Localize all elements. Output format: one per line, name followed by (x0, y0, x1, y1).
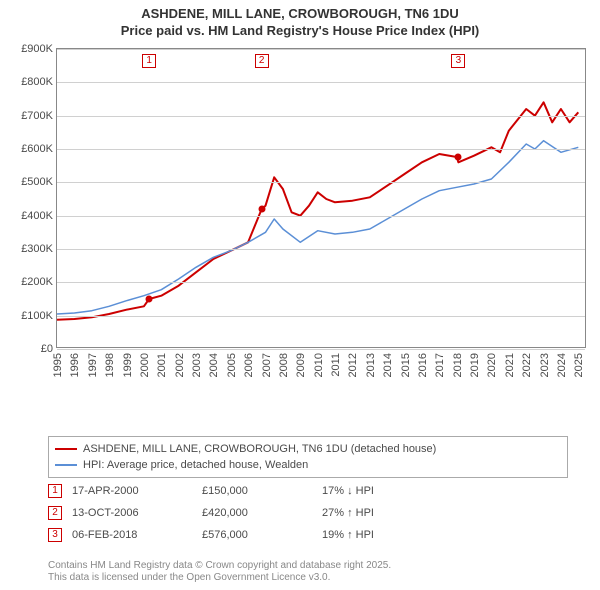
sale-price: £150,000 (202, 485, 312, 497)
sale-dot-3 (455, 154, 462, 161)
ytick-label: £300K (21, 243, 53, 255)
sale-date: 13-OCT-2006 (72, 507, 192, 519)
xtick-label: 2011 (330, 353, 342, 377)
xtick-label: 2021 (504, 353, 516, 377)
ytick-label: £600K (21, 143, 53, 155)
sale-table: 1 17-APR-2000 £150,000 17% ↓ HPI 2 13-OCT-200… (48, 480, 568, 546)
xtick-label: 2003 (191, 353, 203, 377)
xtick-label: 2020 (486, 353, 498, 377)
xtick-label: 2015 (400, 353, 412, 377)
xtick-label: 2006 (243, 353, 255, 377)
footer-attribution: Contains HM Land Registry data © Crown c… (48, 560, 568, 584)
xtick-label: 2008 (278, 353, 290, 377)
xtick-label: 2018 (452, 353, 464, 377)
xtick-label: 1995 (52, 353, 64, 377)
legend-label: ASHDENE, MILL LANE, CROWBOROUGH, TN6 1DU… (83, 443, 436, 455)
xtick-label: 2007 (261, 353, 273, 377)
sale-marker-1: 1 (142, 54, 156, 68)
ytick-label: £500K (21, 176, 53, 188)
ytick-label: £200K (21, 276, 53, 288)
legend-swatch (55, 464, 77, 466)
sale-price: £420,000 (202, 507, 312, 519)
ytick-label: £400K (21, 210, 53, 222)
xtick-label: 2013 (365, 353, 377, 377)
legend-label: HPI: Average price, detached house, Weal… (83, 459, 308, 471)
legend-row: HPI: Average price, detached house, Weal… (55, 457, 561, 473)
xtick-label: 1998 (104, 353, 116, 377)
sale-marker-2: 2 (255, 54, 269, 68)
xtick-label: 2005 (226, 353, 238, 377)
ytick-label: £700K (21, 110, 53, 122)
gridline-y (57, 149, 585, 150)
legend: ASHDENE, MILL LANE, CROWBOROUGH, TN6 1DU… (48, 436, 568, 478)
gridline-y (57, 249, 585, 250)
title-line-2: Price paid vs. HM Land Registry's House … (0, 23, 600, 40)
xtick-label: 1999 (122, 353, 134, 377)
gridline-y (57, 282, 585, 283)
series-price_paid (57, 102, 578, 319)
xtick-label: 2024 (556, 353, 568, 377)
sale-date: 06-FEB-2018 (72, 529, 192, 541)
xtick-label: 2000 (139, 353, 151, 377)
xtick-label: 2025 (573, 353, 585, 377)
sale-row: 2 13-OCT-2006 £420,000 27% ↑ HPI (48, 502, 568, 524)
footer-line-2: This data is licensed under the Open Gov… (48, 572, 568, 584)
gridline-y (57, 49, 585, 50)
gridline-y (57, 316, 585, 317)
xtick-label: 1997 (87, 353, 99, 377)
sale-row: 1 17-APR-2000 £150,000 17% ↓ HPI (48, 480, 568, 502)
plot-area: £0£100K£200K£300K£400K£500K£600K£700K£80… (56, 48, 586, 348)
footer-line-1: Contains HM Land Registry data © Crown c… (48, 560, 568, 572)
sale-delta-hpi: 19% ↑ HPI (322, 529, 568, 541)
xtick-label: 2016 (417, 353, 429, 377)
sale-dot-2 (258, 206, 265, 213)
xtick-label: 2022 (521, 353, 533, 377)
legend-row: ASHDENE, MILL LANE, CROWBOROUGH, TN6 1DU… (55, 441, 561, 457)
gridline-y (57, 349, 585, 350)
chart-area: £0£100K£200K£300K£400K£500K£600K£700K£80… (10, 48, 590, 388)
sale-date: 17-APR-2000 (72, 485, 192, 497)
xtick-label: 1996 (69, 353, 81, 377)
xtick-label: 2001 (156, 353, 168, 377)
ytick-label: £900K (21, 43, 53, 55)
legend-swatch (55, 448, 77, 451)
xtick-label: 2023 (539, 353, 551, 377)
xtick-label: 2002 (174, 353, 186, 377)
sale-marker-3: 3 (451, 54, 465, 68)
xtick-label: 2014 (382, 353, 394, 377)
sale-delta-hpi: 17% ↓ HPI (322, 485, 568, 497)
chart-title: ASHDENE, MILL LANE, CROWBOROUGH, TN6 1DU… (0, 0, 600, 40)
series-hpi (57, 141, 578, 314)
gridline-y (57, 182, 585, 183)
sale-row: 3 06-FEB-2018 £576,000 19% ↑ HPI (48, 524, 568, 546)
xtick-label: 2019 (469, 353, 481, 377)
sale-delta-hpi: 27% ↑ HPI (322, 507, 568, 519)
title-line-1: ASHDENE, MILL LANE, CROWBOROUGH, TN6 1DU (0, 6, 600, 23)
gridline-y (57, 216, 585, 217)
gridline-y (57, 82, 585, 83)
sale-row-marker: 3 (48, 528, 62, 542)
xtick-label: 2009 (295, 353, 307, 377)
ytick-label: £100K (21, 310, 53, 322)
sale-row-marker: 2 (48, 506, 62, 520)
sale-row-marker: 1 (48, 484, 62, 498)
ytick-label: £800K (21, 76, 53, 88)
sale-dot-1 (146, 296, 153, 303)
xtick-label: 2012 (347, 353, 359, 377)
xtick-label: 2010 (313, 353, 325, 377)
xtick-label: 2017 (434, 353, 446, 377)
plot-svg (57, 49, 587, 349)
gridline-y (57, 116, 585, 117)
xtick-label: 2004 (208, 353, 220, 377)
sale-price: £576,000 (202, 529, 312, 541)
